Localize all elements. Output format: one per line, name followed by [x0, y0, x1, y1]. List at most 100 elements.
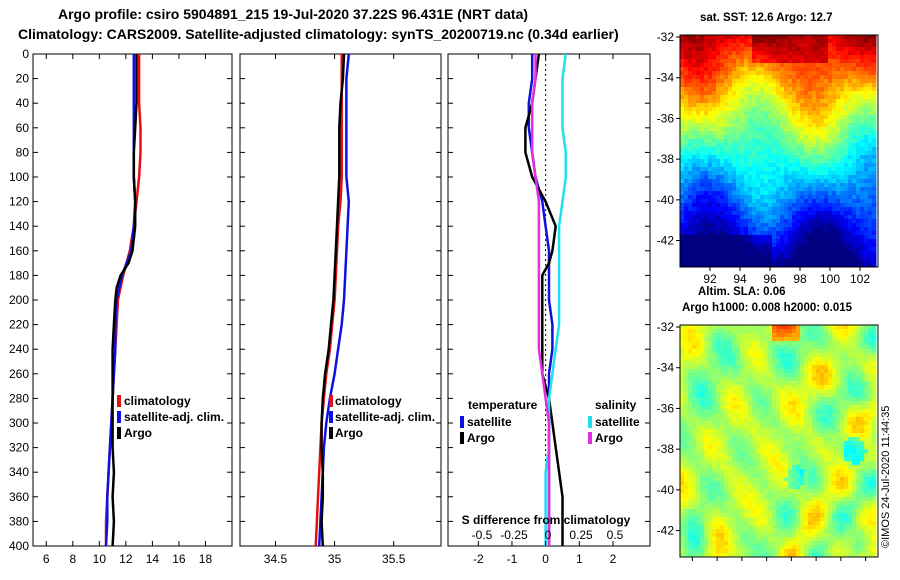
map-x-tick-label: 98: [793, 272, 807, 286]
y-tick-label: 380: [9, 514, 29, 528]
x-tick-label: 1: [576, 552, 583, 566]
map-cells: [680, 325, 877, 558]
map-y-tick-label: -36: [657, 111, 675, 125]
legend-swatch: [329, 427, 333, 439]
line-t-argo: [524, 53, 564, 546]
y-tick-label: 340: [9, 465, 29, 479]
map-y-tick-label: -42: [657, 234, 675, 248]
s-tick-label: 0.5: [607, 528, 624, 542]
legend-swatch: [588, 432, 592, 444]
s-tick-label: -0.25: [500, 528, 528, 542]
y-tick-label: 100: [9, 170, 29, 184]
line-argo: [111, 54, 138, 547]
x-tick-label: 34.5: [264, 552, 288, 566]
legend-swatch: [329, 395, 333, 407]
y-tick-label: 320: [9, 441, 29, 455]
y-tick-label: 20: [16, 72, 30, 86]
legend-salinity-header: salinity: [595, 398, 637, 412]
legend-label: Argo: [335, 426, 363, 440]
line-argo: [320, 53, 346, 547]
x-tick-label: 0: [542, 552, 549, 566]
map-y-tick-label: -32: [657, 320, 675, 334]
y-tick-label: 220: [9, 318, 29, 332]
line-s-satellite: [544, 53, 568, 546]
x-tick-label: 35.5: [382, 552, 406, 566]
temperature-panel: 0 20 40 60 80 100 120 140 160 180 200 220 240 260 280 3…: [9, 47, 233, 566]
x-tick-label: -1: [507, 552, 518, 566]
y-tick-label: 120: [9, 195, 29, 209]
map-y-tick-label: -36: [657, 401, 675, 415]
legend-label: Argo: [467, 431, 495, 445]
x-tick-label: 18: [199, 552, 213, 566]
legend-swatch: [329, 411, 333, 423]
y-tick-label: 0: [22, 47, 29, 61]
x-tick-label: 16: [172, 552, 186, 566]
map-y-tick-label: -42: [657, 524, 675, 538]
map-frame: [679, 324, 879, 558]
panel-frame: [32, 53, 233, 547]
y-tick-label: 200: [9, 293, 29, 307]
s-axis-label: S difference from climatology: [462, 513, 631, 527]
map-y-tick-label: -40: [657, 483, 675, 497]
map-y-tick-label: -34: [657, 361, 675, 375]
legend-label: satellite-adj. clim.: [124, 410, 224, 424]
difference-panel: -2 -1 0 1 2 -0.5 -0.25 0 0.25 0.5S difference fro…: [447, 53, 651, 566]
x-tick-label: 6: [43, 552, 50, 566]
argo-height-title: Argo h1000: 0.008 h2000: 0.015: [682, 302, 853, 314]
map-y-tick-label: -34: [657, 71, 675, 85]
legend-temperature-header: temperature: [468, 398, 538, 412]
map-y-tick-label: -38: [657, 152, 675, 166]
map-x-tick-label: 92: [703, 272, 717, 286]
y-tick-label: 260: [9, 367, 29, 381]
legend-label: climatology: [124, 394, 191, 408]
x-tick-label: 12: [119, 552, 133, 566]
y-tick-label: 300: [9, 416, 29, 430]
x-tick-label: 8: [69, 552, 76, 566]
y-tick-label: 400: [9, 539, 29, 553]
map-x-tick-label: 94: [733, 272, 747, 286]
y-tick-label: 40: [16, 96, 30, 110]
s-tick-label: 0.25: [569, 528, 593, 542]
y-tick-label: 140: [9, 219, 29, 233]
s-tick-label: 0: [545, 528, 552, 542]
legend-swatch: [460, 416, 464, 428]
legend-swatch: [117, 395, 121, 407]
y-tick-label: 240: [9, 342, 29, 356]
map-y-tick-label: -40: [657, 193, 675, 207]
legend-swatch: [117, 427, 121, 439]
legend-label: Argo: [595, 431, 623, 445]
sst-map-title: sat. SST: 12.6 Argo: 12.7: [700, 12, 833, 24]
line-s-argo: [530, 54, 551, 546]
salinity-panel: 34.5 35 35.5 climatology satellite-adj. clim…: [239, 53, 442, 566]
map-y-tick-label: -32: [657, 30, 675, 44]
sla-map-panel: -32 -34 -36 -38 -40 -42: [657, 320, 879, 561]
legend-label: satellite: [467, 415, 512, 429]
legend-label: Argo: [124, 426, 152, 440]
legend-label: satellite-adj. clim.: [335, 410, 435, 424]
x-tick-label: -2: [473, 552, 484, 566]
x-tick-label: 35: [328, 552, 342, 566]
y-tick-label: 180: [9, 268, 29, 282]
map-frame: [679, 34, 879, 268]
map-x-tick-label: 96: [763, 272, 777, 286]
map-cells: [680, 35, 877, 268]
legend-swatch: [117, 411, 121, 423]
sla-map-title: Altim. SLA: 0.06: [698, 286, 786, 298]
title-line-1: Argo profile: csiro 5904891_215 19-Jul-2…: [58, 6, 529, 22]
x-tick-label: 10: [93, 552, 107, 566]
y-tick-label: 60: [16, 121, 30, 135]
legend-label: satellite: [595, 415, 640, 429]
legend-swatch: [588, 416, 592, 428]
legend-label: climatology: [335, 394, 402, 408]
title-line-2: Climatology: CARS2009. Satellite-adjuste…: [18, 26, 619, 42]
y-tick-label: 280: [9, 391, 29, 405]
map-x-tick-label: 102: [850, 272, 870, 286]
y-tick-label: 80: [16, 145, 30, 159]
sst-map-panel: -32 -34 -36 -38 -40 -42 92 94 96 98 100 102: [657, 30, 879, 286]
map-y-tick-label: -38: [657, 442, 675, 456]
legend-swatch: [460, 432, 464, 444]
x-tick-label: 2: [610, 552, 617, 566]
map-x-tick-label: 100: [820, 272, 840, 286]
s-tick-label: -0.5: [472, 528, 493, 542]
